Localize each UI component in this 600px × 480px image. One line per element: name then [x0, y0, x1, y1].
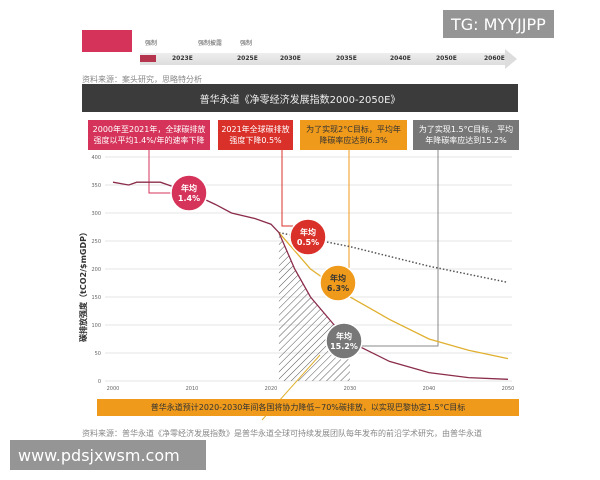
- y-tick-label: 250: [91, 239, 101, 245]
- source-top: 资料来源：案头研究，思略特分析: [82, 75, 202, 84]
- timeline-tick: 2023E: [172, 55, 193, 62]
- callout-box: 为了实现2°C目标，平均年降碳率应达到6.3%: [300, 120, 407, 150]
- timeline-label: 强制: [145, 40, 158, 47]
- bubble-label: 年均: [300, 227, 316, 237]
- timeline-current-marker: [140, 55, 156, 62]
- series-line-path_6.3: [278, 232, 509, 360]
- y-tick-label: 350: [91, 183, 101, 189]
- timeline-label: 强制: [240, 40, 253, 47]
- bubble-value: 1.4%: [178, 194, 200, 203]
- y-tick-label: 100: [91, 323, 101, 329]
- y-tick-label: 300: [91, 211, 101, 217]
- timeline-tick: 2035E: [336, 55, 357, 62]
- timeline-arrow-icon: [505, 49, 517, 69]
- x-tick-label: 2010: [186, 386, 199, 392]
- timeline-tick: 2060E: [484, 55, 505, 62]
- connector-line: [355, 150, 439, 347]
- timeline-tick: 2050E: [436, 55, 457, 62]
- timeline-tick: 2030E: [280, 55, 301, 62]
- bubble-value: 0.5%: [297, 238, 319, 247]
- y-tick-label: 150: [91, 295, 101, 301]
- chart-header: 普华永道《净零经济发展指数2000-2050E》: [82, 84, 518, 112]
- rate-bubble: [289, 218, 327, 256]
- y-tick-label: 0: [98, 379, 101, 385]
- watermark-tg: TG: MYYJJPP: [443, 10, 554, 38]
- x-tick-label: 2000: [107, 386, 120, 392]
- x-tick-label: 2050: [502, 386, 515, 392]
- timeline-tick: 2025E: [237, 55, 258, 62]
- x-tick-label: 2030: [344, 386, 357, 392]
- rate-bubble: [319, 264, 357, 302]
- timeline-bar: [140, 53, 505, 65]
- y-tick-label: 50: [95, 351, 101, 357]
- timeline-label: 强制披露: [198, 40, 223, 47]
- callout-box: 2021年全球碳排放强度下降0.5%: [218, 120, 293, 150]
- bottom-note-band: 普华永道预计2020-2030年间各国将协力降低~70%碳排放，以实现巴黎协定1…: [97, 399, 519, 416]
- source-bottom: 资料来源：普华永道《净零经济发展指数》是普华永道全球可持续发展团队每年发布的前沿…: [82, 429, 482, 438]
- callout-box: 为了实现1.5°C目标，平均年降碳率应达到15.2%: [413, 120, 519, 150]
- x-tick-label: 2020: [265, 386, 278, 392]
- callout-box: 2000年至2021年，全球碳排放强度以平均1.4%/年的速率下降: [88, 120, 210, 150]
- bubble-value: 15.2%: [330, 342, 358, 351]
- bubble-label: 年均: [181, 183, 197, 193]
- timeline-tick: 2040E: [390, 55, 411, 62]
- rate-bubble: [170, 174, 208, 212]
- watermark-site: www.pdsjxwsm.com: [10, 440, 206, 470]
- connector-line: [281, 150, 300, 227]
- bubble-label: 年均: [330, 273, 346, 283]
- rate-bubble: [325, 322, 363, 360]
- timeline-red-block: [82, 30, 132, 52]
- y-tick-label: 200: [91, 267, 101, 273]
- bubble-value: 6.3%: [327, 284, 349, 293]
- bubble-label: 年均: [336, 331, 352, 341]
- y-axis-label: 碳排放强度（tCO2/$mGDP）: [78, 228, 88, 342]
- x-tick-label: 2040: [423, 386, 436, 392]
- y-tick-label: 400: [91, 155, 101, 161]
- connector-line: [148, 150, 175, 194]
